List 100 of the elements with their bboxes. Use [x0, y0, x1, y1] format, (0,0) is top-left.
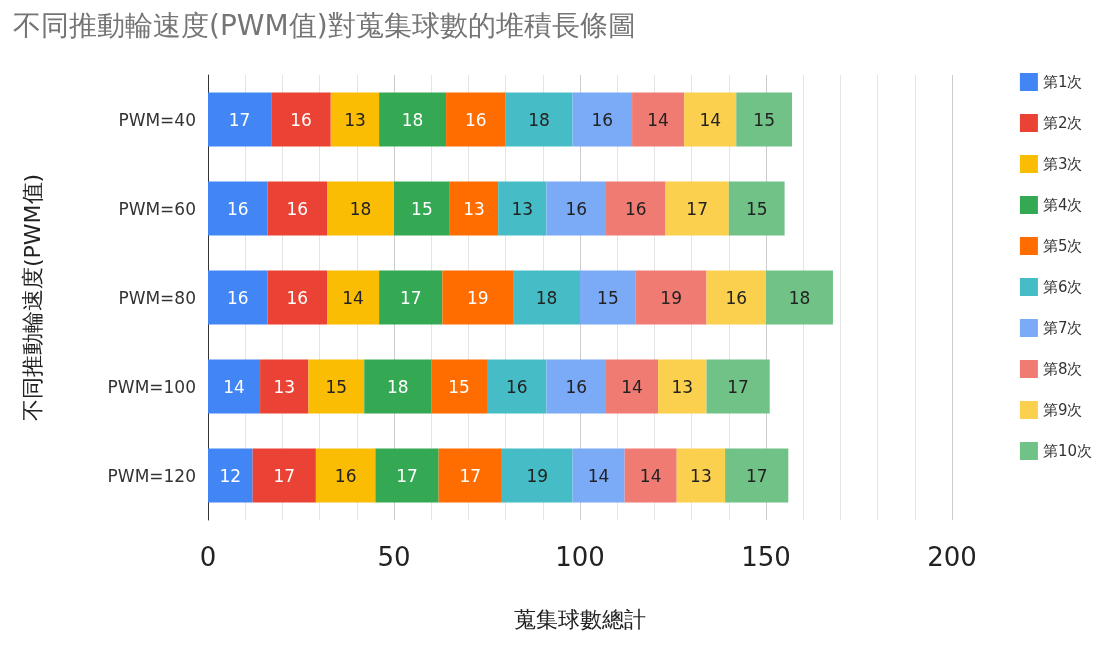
data-label: 14	[587, 465, 610, 486]
data-label: 17	[273, 465, 296, 486]
bar	[632, 92, 685, 147]
data-label: 16	[290, 109, 312, 130]
data-label: 13	[273, 376, 296, 397]
x-tick-label: 100	[555, 542, 605, 572]
bar	[375, 448, 439, 503]
data-label: 16	[725, 287, 748, 308]
bar	[208, 448, 253, 503]
bar	[624, 448, 677, 503]
data-label: 16	[334, 465, 357, 486]
bar	[438, 448, 502, 503]
bar	[635, 270, 707, 325]
bar	[208, 359, 261, 414]
data-label: 14	[342, 287, 364, 308]
x-tick-label: 0	[199, 542, 217, 572]
bar	[505, 92, 573, 147]
data-label: 15	[411, 198, 433, 219]
bar	[706, 270, 766, 325]
bar	[706, 359, 770, 414]
data-label: 17	[727, 376, 749, 397]
bar	[546, 181, 607, 236]
data-label: 17	[396, 465, 418, 486]
data-label: 16	[505, 376, 528, 397]
bar	[315, 448, 376, 503]
bar	[665, 181, 729, 236]
data-label: 15	[448, 376, 470, 397]
data-label: 13	[344, 109, 366, 130]
data-label: 16	[286, 198, 309, 219]
data-label: 18	[401, 109, 424, 130]
bar	[513, 270, 580, 325]
data-label: 16	[226, 287, 249, 308]
legend-label: 第3次	[1042, 155, 1083, 173]
y-tick-label: PWM=40	[118, 109, 196, 130]
bar	[501, 448, 573, 503]
data-label: 16	[565, 198, 588, 219]
x-tick-label: 200	[927, 542, 977, 572]
legend-label: 第5次	[1042, 237, 1083, 255]
data-label: 18	[535, 287, 558, 308]
bar	[431, 359, 487, 414]
data-label: 18	[349, 198, 372, 219]
x-axis-title: 蒐集球數總計	[514, 606, 646, 632]
bar	[394, 181, 450, 236]
data-label: 12	[219, 465, 242, 486]
y-tick-label: PWM=60	[118, 198, 196, 219]
data-label: 13	[463, 198, 485, 219]
bar	[580, 270, 636, 325]
bar	[308, 359, 365, 414]
data-label: 16	[286, 287, 309, 308]
legend-label: 第4次	[1042, 196, 1083, 214]
data-label: 16	[624, 198, 647, 219]
bar	[379, 92, 447, 147]
data-label: 14	[639, 465, 662, 486]
legend-label: 第6次	[1042, 278, 1083, 296]
bar	[267, 270, 328, 325]
bar	[330, 92, 380, 147]
bar	[572, 92, 633, 147]
bar	[498, 181, 547, 236]
legend-label: 第9次	[1042, 401, 1083, 419]
chart-title: 不同推動輪速度(PWM值)對蒐集球數的堆積長條圖	[13, 8, 636, 42]
legend-label: 第7次	[1042, 319, 1083, 337]
data-label: 13	[511, 198, 534, 219]
bar	[766, 270, 833, 325]
data-label: 19	[466, 287, 489, 308]
bar	[327, 270, 380, 325]
x-tick-label: 50	[377, 542, 411, 572]
bar	[260, 359, 309, 414]
bar	[546, 359, 607, 414]
bar	[208, 92, 272, 147]
bar	[379, 270, 443, 325]
data-label: 14	[647, 109, 669, 130]
bar	[736, 92, 793, 147]
bar	[606, 359, 659, 414]
data-label: 19	[526, 465, 549, 486]
bar	[267, 181, 328, 236]
data-label: 14	[223, 376, 245, 397]
bar	[271, 92, 331, 147]
legend-label: 第2次	[1042, 114, 1083, 132]
data-label: 15	[597, 287, 619, 308]
data-label: 17	[228, 109, 251, 130]
data-label: 16	[226, 198, 249, 219]
bar	[442, 270, 514, 325]
bar	[208, 270, 268, 325]
bar	[364, 359, 432, 414]
legend-label: 第10次	[1042, 442, 1093, 460]
data-label: 18	[386, 376, 409, 397]
data-label: 14	[621, 376, 643, 397]
bar	[572, 448, 625, 503]
data-label: 17	[745, 465, 768, 486]
bar	[446, 92, 506, 147]
data-label: 13	[671, 376, 694, 397]
data-label: 14	[699, 109, 722, 130]
data-label: 15	[325, 376, 348, 397]
bar	[676, 448, 726, 503]
bar	[658, 359, 707, 414]
bar	[725, 448, 789, 503]
data-label: 15	[745, 198, 768, 219]
data-label: 18	[528, 109, 550, 130]
data-label: 15	[753, 109, 775, 130]
y-tick-label: PWM=120	[107, 465, 196, 486]
